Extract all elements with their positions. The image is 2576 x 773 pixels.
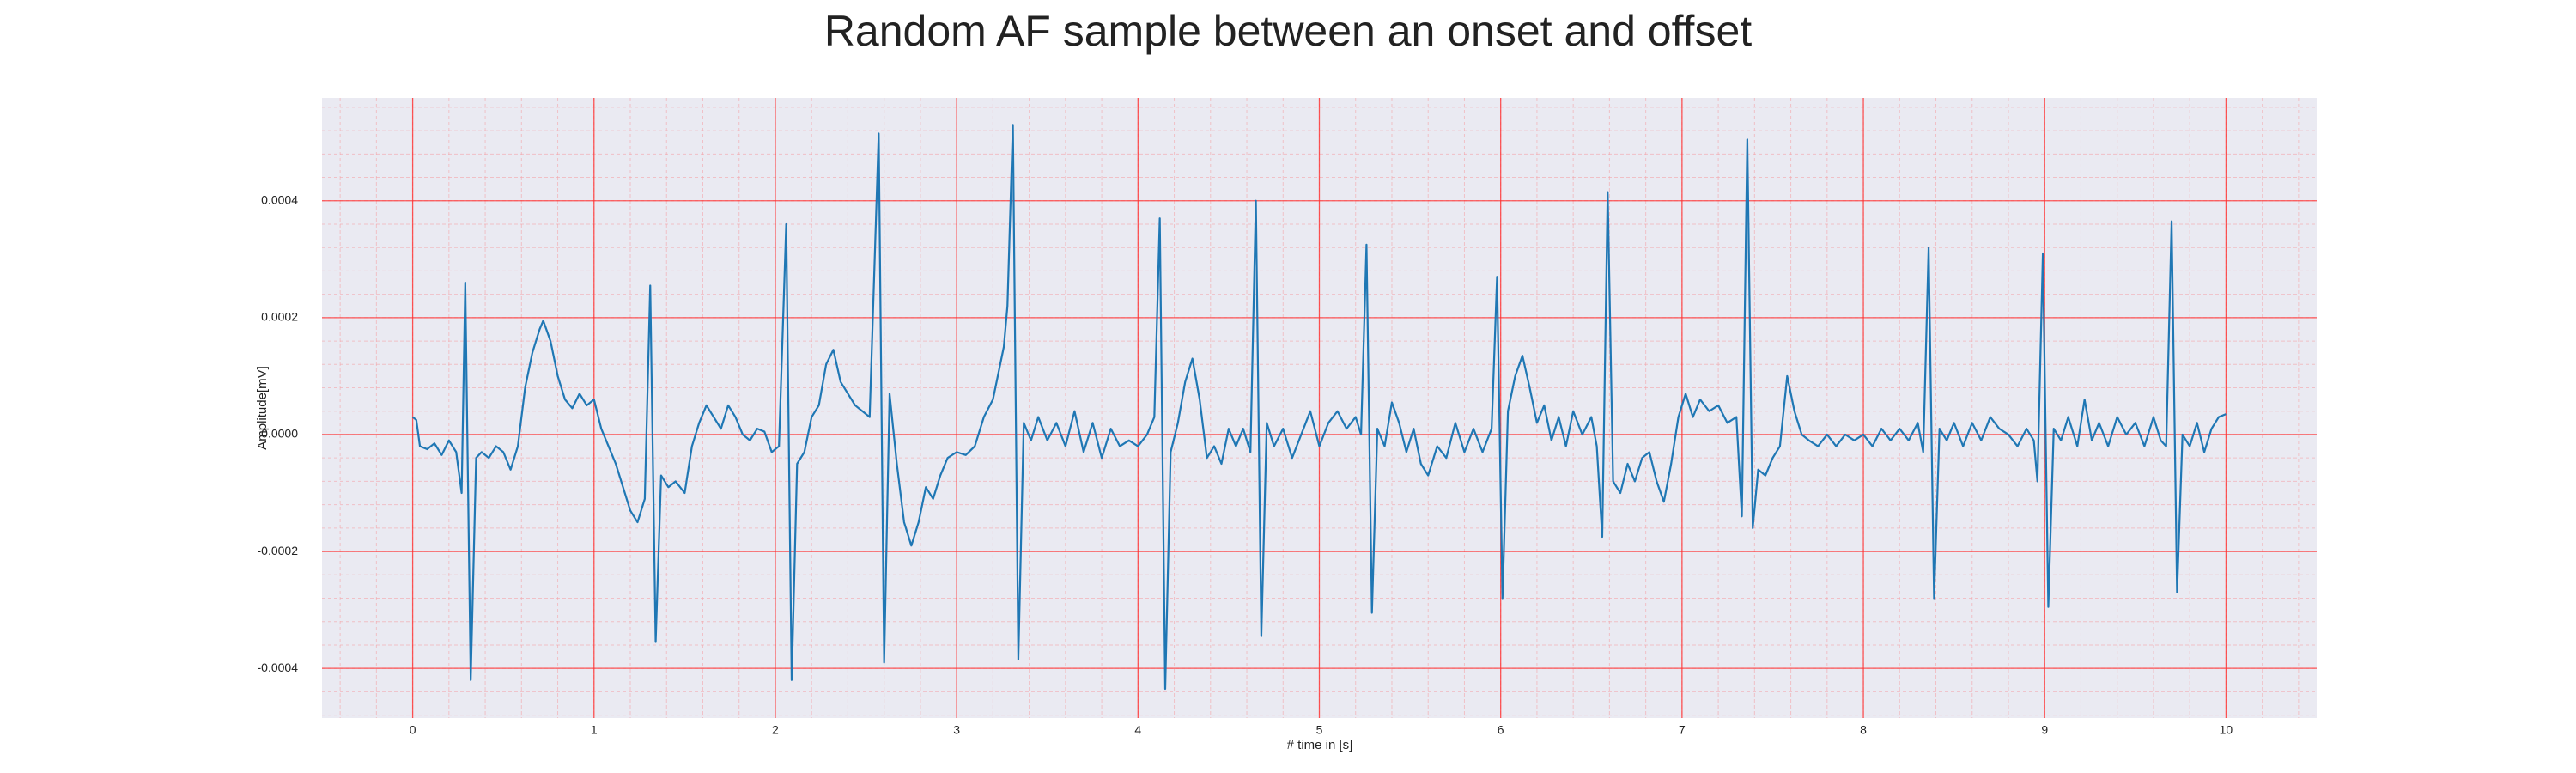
x-tick-label: 0	[410, 723, 416, 737]
y-axis-label: Amplitude[mV]	[255, 366, 270, 450]
y-tick-label: 0.0002	[261, 310, 298, 324]
x-tick-label: 4	[1134, 723, 1141, 737]
labels: 0 1 2 3 4 5 6 7 8 9 10 -0.0004 -0.0002 0.0000 0.0002 0.…	[258, 192, 2233, 736]
x-axis-label: # time in [s]	[1287, 738, 1353, 752]
x-tick-label: 2	[772, 723, 779, 737]
x-tick-label: 3	[953, 723, 960, 737]
x-tick-label: 6	[1498, 723, 1504, 737]
x-tick-label: 7	[1679, 723, 1686, 737]
x-tick-label: 9	[2041, 723, 2048, 737]
x-tick-label: 10	[2220, 723, 2233, 737]
chart-title: Random AF sample between an onset and of…	[824, 7, 1752, 55]
y-tick-label: -0.0004	[258, 660, 299, 674]
y-tick-label: 0.0000	[261, 427, 298, 441]
major-grid	[322, 98, 2317, 718]
series	[411, 124, 2227, 691]
x-tick-label: 5	[1316, 723, 1323, 737]
y-tick-label: 0.0004	[261, 192, 298, 206]
x-tick-label: 1	[591, 723, 598, 737]
y-tick-label: -0.0002	[258, 544, 299, 557]
x-tick-label: 8	[1860, 723, 1867, 737]
signal-line	[411, 124, 2227, 691]
